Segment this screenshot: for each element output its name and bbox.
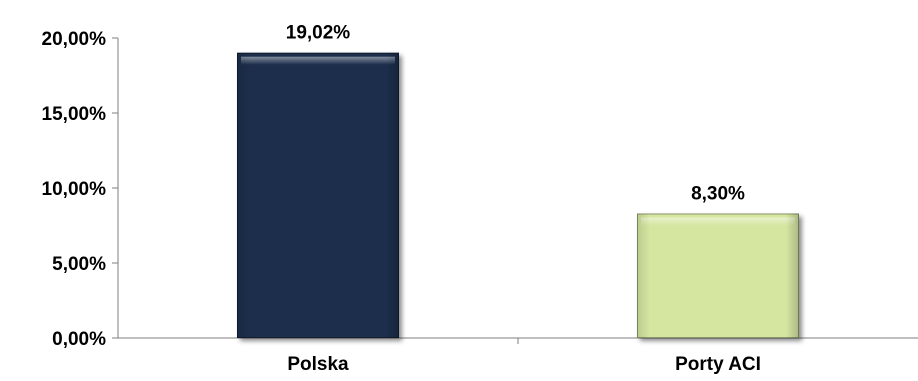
bar-polska xyxy=(237,52,399,338)
data-label: 19,02% xyxy=(286,23,351,44)
category-label: Polska xyxy=(287,354,349,375)
y-tick-label: 20,00% xyxy=(42,29,107,50)
bar-bevel-side xyxy=(637,213,799,338)
y-tick-label: 15,00% xyxy=(42,104,107,125)
category-label: Porty ACI xyxy=(675,354,761,375)
y-tick-label: 10,00% xyxy=(42,179,107,200)
y-tick-label: 5,00% xyxy=(52,254,106,275)
bar-outline xyxy=(237,52,399,338)
bar-bevel-side xyxy=(237,52,399,338)
data-label: 8,30% xyxy=(691,184,745,205)
y-tick-label: 0,00% xyxy=(52,329,106,350)
bar-porty-aci xyxy=(637,213,799,338)
bar-outline xyxy=(637,213,799,338)
